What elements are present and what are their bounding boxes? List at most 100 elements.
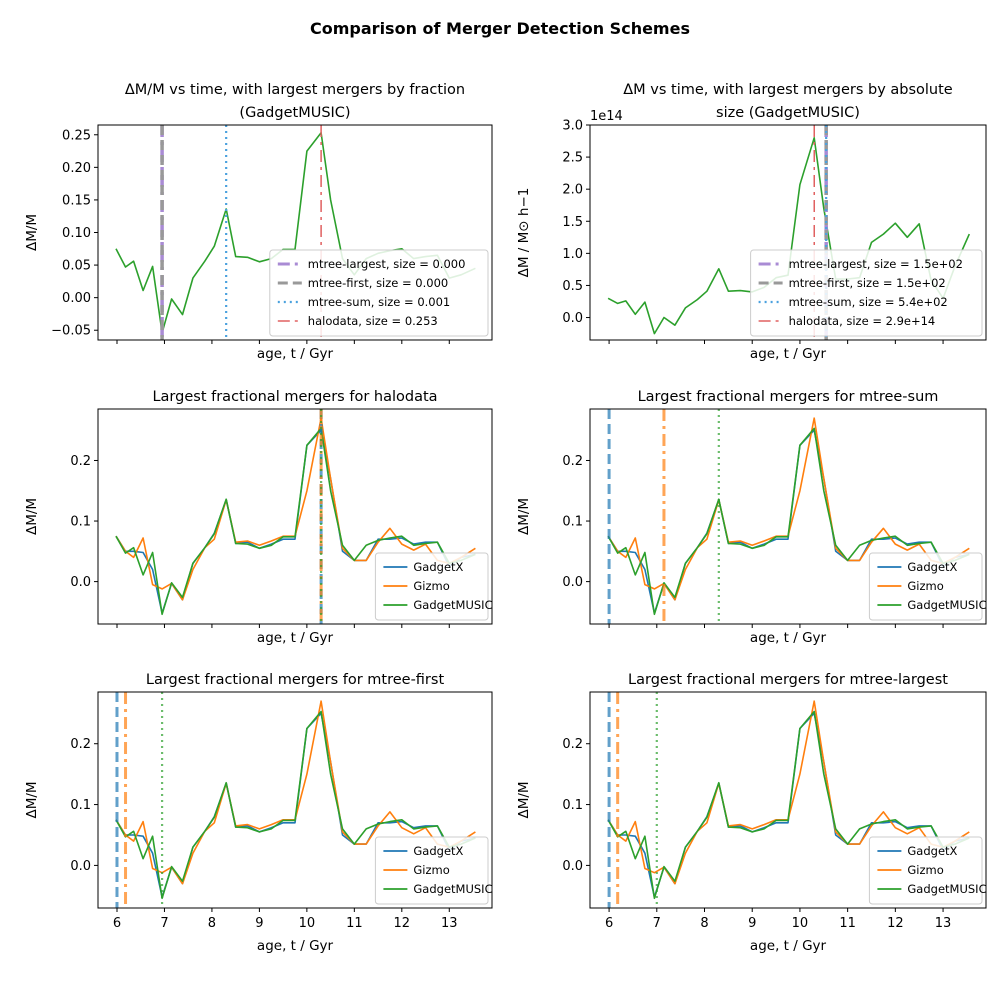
subplot-1: ΔM/M vs time, with largest mergers by fr… <box>24 82 493 362</box>
y-axis-label: ΔM/M <box>24 214 40 251</box>
x-axis-label: age, t / Gyr <box>257 346 334 362</box>
subplot-2: ΔM vs time, with largest mergers by abso… <box>516 82 987 362</box>
plot-area <box>607 692 970 908</box>
subplot-title-line: Largest fractional mergers for halodata <box>152 389 437 405</box>
axes-frame <box>97 408 493 625</box>
x-tick-label: 12 <box>887 916 904 931</box>
legend-label: mtree-first, size = 0.000 <box>308 276 448 290</box>
y-tick-label: 0.2 <box>562 737 583 752</box>
x-axis-label: age, t / Gyr <box>257 630 334 646</box>
legend-label: halodata, size = 2.9e+14 <box>789 314 936 328</box>
subplot-title-line: Largest fractional mergers for mtree-lar… <box>628 672 948 688</box>
subplot-title-line: Largest fractional mergers for mtree-fir… <box>146 672 445 688</box>
axes-frame <box>589 124 987 341</box>
axes-frame <box>589 408 987 625</box>
x-axis-label: age, t / Gyr <box>750 630 827 646</box>
x-tick-label: 13 <box>935 916 952 931</box>
y-tick-label: 0.1 <box>70 798 91 813</box>
legend-frame <box>374 836 489 905</box>
legend-label: mtree-sum, size = 0.001 <box>308 295 450 309</box>
y-tick-label: 0.5 <box>562 279 583 294</box>
y-tick-label: 0.20 <box>62 161 91 176</box>
series-line-GadgetMUSIC <box>115 427 476 616</box>
x-tick-label: 7 <box>653 916 661 931</box>
legend: mtree-largest, size = 0.000 mtree-first, … <box>269 249 489 337</box>
subplot-title-line: ΔM vs time, with largest mergers by abso… <box>623 82 953 98</box>
legend-frame <box>269 249 489 337</box>
y-axis-label: ΔM/M <box>24 781 40 818</box>
subplot-title-line: size (GadgetMUSIC) <box>716 105 860 121</box>
y-tick-label: 0.15 <box>62 193 91 208</box>
y-tick-label: 0.2 <box>562 454 583 469</box>
y-axis-label: ΔM/M <box>516 498 532 535</box>
legend-label: mtree-largest, size = 1.5e+02 <box>789 257 963 271</box>
x-tick-label: 11 <box>839 916 856 931</box>
legend-label: Gizmo <box>907 579 943 593</box>
y-tick-label: 1.0 <box>562 247 583 262</box>
figure-suptitle: Comparison of Merger Detection Schemes <box>310 19 690 38</box>
legend: mtree-largest, size = 1.5e+02 mtree-first… <box>750 249 983 337</box>
x-tick-label: 6 <box>113 916 121 931</box>
y-tick-label: 0.2 <box>70 737 91 752</box>
x-tick-label: 13 <box>441 916 458 931</box>
x-axis-label: age, t / Gyr <box>750 346 827 362</box>
y-tick-label: 3.0 <box>562 119 583 134</box>
x-axis-label: age, t / Gyr <box>257 938 334 954</box>
x-tick-label: 10 <box>792 916 809 931</box>
legend-frame <box>374 552 489 621</box>
plot-area <box>607 409 970 624</box>
series-line-GadgetMUSIC <box>607 710 970 900</box>
legend-frame <box>868 836 983 905</box>
y-axis-label: ΔM / M⊙ h−1 <box>516 188 532 278</box>
legend-label: GadgetMUSIC <box>907 882 986 896</box>
series-line-GadgetMUSIC <box>607 427 970 616</box>
legend-label: Gizmo <box>413 579 449 593</box>
y-tick-label: −0.05 <box>51 324 91 339</box>
axes-frame <box>589 691 987 909</box>
y-tick-label: 0.1 <box>70 515 91 530</box>
y-axis-label: ΔM/M <box>24 498 40 535</box>
plot-area <box>115 409 476 624</box>
x-tick-label: 9 <box>748 916 756 931</box>
y-tick-label: 0.10 <box>62 226 91 241</box>
plot-area <box>115 692 476 908</box>
x-tick-label: 8 <box>208 916 216 931</box>
x-tick-label: 8 <box>700 916 708 931</box>
legend-label: GadgetMUSIC <box>413 598 492 612</box>
subplot-title-line: (GadgetMUSIC) <box>239 105 350 121</box>
y-tick-label: 0.0 <box>562 575 583 590</box>
legend-label: mtree-sum, size = 5.4e+02 <box>789 295 948 309</box>
legend-label: halodata, size = 0.253 <box>308 314 438 328</box>
x-tick-label: 6 <box>605 916 613 931</box>
series-line-GadgetMUSIC <box>115 710 476 900</box>
y-tick-label: 0.0 <box>70 575 91 590</box>
legend-frame <box>868 552 983 621</box>
x-tick-label: 9 <box>255 916 263 931</box>
y-tick-label: 2.5 <box>562 151 583 166</box>
axes-frame <box>97 691 493 909</box>
legend-label: Gizmo <box>413 863 449 877</box>
x-tick-label: 10 <box>299 916 316 931</box>
y-tick-label: 0.2 <box>70 454 91 469</box>
x-tick-label: 11 <box>346 916 363 931</box>
legend: GadgetX Gizmo GadgetMUSIC <box>868 836 987 905</box>
y-tick-label: 2.0 <box>562 183 583 198</box>
legend-label: mtree-first, size = 1.5e+02 <box>789 276 946 290</box>
y-tick-label: 0.0 <box>562 859 583 874</box>
legend-label: Gizmo <box>907 863 943 877</box>
legend-label: GadgetMUSIC <box>413 882 492 896</box>
legend: GadgetX Gizmo GadgetMUSIC <box>374 836 493 905</box>
y-axis-label: ΔM/M <box>516 781 532 818</box>
y-offset-label: 1e14 <box>590 109 623 124</box>
subplot-4: Largest fractional mergers for mtree-sum… <box>516 389 987 646</box>
y-tick-label: 0.1 <box>562 798 583 813</box>
y-tick-label: 0.0 <box>562 311 583 326</box>
subplot-5: Largest fractional mergers for mtree-fir… <box>24 672 493 954</box>
y-tick-label: 1.5 <box>562 215 583 230</box>
y-tick-label: 0.25 <box>62 128 91 143</box>
y-tick-label: 0.0 <box>70 859 91 874</box>
y-tick-label: 0.05 <box>62 259 91 274</box>
subplot-3: Largest fractional mergers for halodata a… <box>24 389 493 646</box>
subplot-6: Largest fractional mergers for mtree-lar… <box>516 672 987 954</box>
